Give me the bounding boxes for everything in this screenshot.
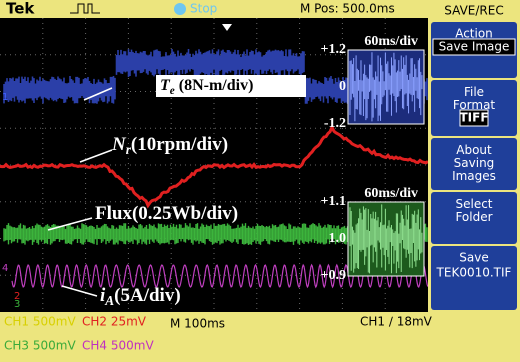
ch3-status: CH3 500mV (4, 339, 76, 353)
menu-value: Save Image (439, 40, 510, 54)
ch1-status: CH1 500mV (4, 315, 76, 329)
run-indicator (174, 3, 186, 15)
inset-axis-label: +0.9 (321, 268, 346, 283)
menu-label-line: About (456, 143, 492, 157)
inset-axis-label: +1.2 (321, 42, 346, 57)
menu-label-line: Saving (454, 156, 495, 170)
annotation-text: (8N-m/div) (175, 77, 254, 94)
menu-label: Save (459, 251, 488, 265)
inset-axis-label: 1.0 (329, 231, 347, 246)
timebase: M 100ms (170, 317, 225, 331)
menu-label-line: Format (453, 98, 496, 112)
page: Tek Stop M Pos: 500.0ms 142360ms/div+1.2… (0, 0, 520, 362)
trigger-status: CH1 ∕ 18mV (360, 315, 433, 329)
menu-label-line: Folder (455, 210, 492, 224)
channel-marker: 3 (14, 299, 20, 310)
brand: Tek (6, 0, 35, 18)
inset-axis-label: +1.1 (321, 194, 346, 209)
annotation-text: Flux(0.25Wb/div) (95, 203, 238, 224)
annotation-subscript: A (104, 293, 114, 308)
menu-value: TEK0010.TIF (436, 266, 512, 280)
channel-marker: 4 (2, 263, 8, 274)
menu-value: TIFF (459, 111, 488, 125)
inset-axis-label: 0 (339, 79, 346, 94)
annotation-symbol: N (111, 134, 127, 155)
inset-scale: 60ms/div (364, 186, 418, 201)
inset-scale: 60ms/div (364, 34, 418, 49)
menu-title: SAVE/REC (444, 4, 503, 18)
menu-label: Action (455, 27, 493, 41)
menu-label-line: Images (452, 169, 496, 183)
inset-axis-label: -1.2 (324, 116, 346, 131)
position: M Pos: 500.0ms (300, 2, 395, 16)
annotation: Flux(0.25Wb/div) (95, 203, 238, 224)
channel-marker: 1 (2, 92, 8, 103)
annotation-text: (5A/div) (114, 285, 181, 306)
ch2-status: CH2 25mV (82, 315, 147, 329)
ch4-status: CH4 500mV (82, 339, 154, 353)
scope-screenshot: Tek Stop M Pos: 500.0ms 142360ms/div+1.2… (0, 0, 520, 362)
menu-label-line: Select (455, 197, 492, 211)
annotation-text: (10rpm/div) (131, 134, 228, 155)
run-state: Stop (190, 2, 217, 16)
annotation: Te (8N-m/div) (160, 77, 253, 97)
menu-label-line: File (464, 85, 484, 99)
